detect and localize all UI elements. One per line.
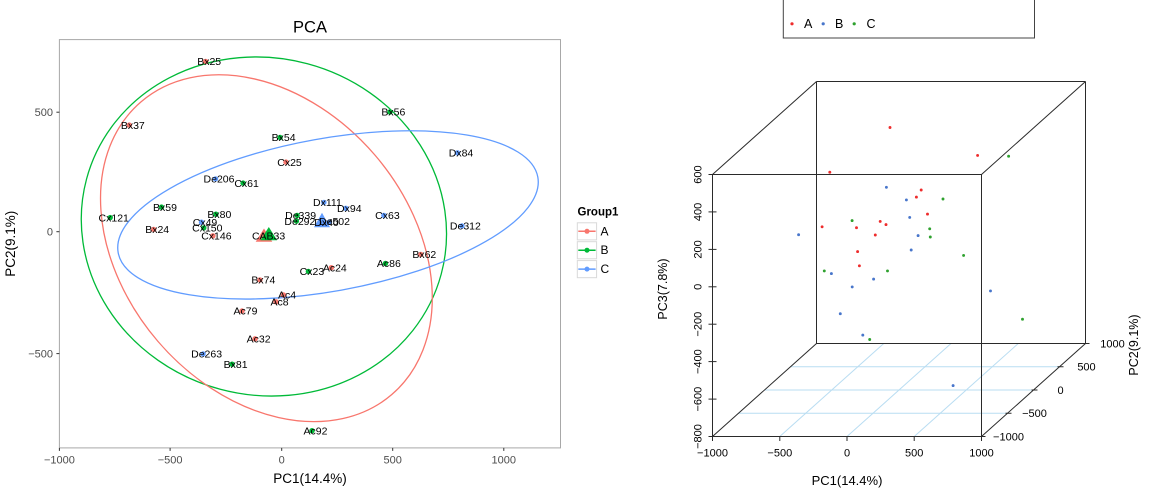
svg-text:−1000: −1000 bbox=[993, 431, 1024, 443]
svg-text:Bx54: Bx54 bbox=[272, 132, 296, 144]
svg-text:1000: 1000 bbox=[492, 455, 516, 467]
svg-text:A: A bbox=[601, 224, 609, 238]
svg-text:Ac92: Ac92 bbox=[304, 425, 328, 437]
svg-text:Bx62: Bx62 bbox=[412, 249, 436, 261]
svg-text:C: C bbox=[867, 17, 876, 31]
svg-text:−500: −500 bbox=[158, 455, 183, 467]
svg-text:PC2(9.1%): PC2(9.1%) bbox=[1127, 314, 1141, 375]
svg-text:Bx81: Bx81 bbox=[224, 359, 248, 371]
svg-text:Ac32: Ac32 bbox=[247, 334, 271, 346]
svg-text:500: 500 bbox=[35, 107, 53, 119]
svg-text:Cx121: Cx121 bbox=[99, 212, 130, 224]
svg-text:Ac8: Ac8 bbox=[270, 297, 288, 309]
svg-text:−1000: −1000 bbox=[697, 448, 728, 460]
svg-text:C: C bbox=[601, 262, 610, 276]
svg-text:Cx146: Cx146 bbox=[201, 231, 232, 243]
svg-text:PC2(9.1%): PC2(9.1%) bbox=[3, 211, 18, 277]
svg-text:PCA: PCA bbox=[293, 19, 327, 37]
svg-text:500: 500 bbox=[384, 455, 402, 467]
svg-text:Ac86: Ac86 bbox=[377, 258, 401, 270]
svg-text:Dx111: Dx111 bbox=[313, 197, 342, 209]
svg-text:0: 0 bbox=[279, 455, 285, 467]
svg-text:0: 0 bbox=[844, 448, 850, 460]
svg-text:1000: 1000 bbox=[969, 448, 993, 460]
svg-text:0: 0 bbox=[1057, 385, 1063, 397]
svg-text:−200: −200 bbox=[693, 312, 705, 337]
svg-text:Dx40: Dx40 bbox=[314, 217, 339, 229]
svg-text:Cx63: Cx63 bbox=[375, 210, 400, 222]
svg-text:−1000: −1000 bbox=[44, 455, 75, 467]
svg-text:Bx59: Bx59 bbox=[153, 202, 177, 214]
svg-text:600: 600 bbox=[693, 165, 705, 183]
svg-text:Bx25: Bx25 bbox=[197, 56, 221, 68]
svg-text:CAB33: CAB33 bbox=[252, 230, 285, 242]
svg-text:200: 200 bbox=[693, 240, 705, 258]
svg-text:Ac24: Ac24 bbox=[323, 262, 347, 274]
svg-text:−500: −500 bbox=[767, 448, 792, 460]
svg-text:Ac4: Ac4 bbox=[278, 290, 296, 302]
svg-text:PC1(14.4%): PC1(14.4%) bbox=[273, 471, 347, 486]
svg-text:Bx37: Bx37 bbox=[121, 120, 145, 132]
svg-text:500: 500 bbox=[1077, 362, 1095, 374]
svg-text:De263: De263 bbox=[191, 349, 222, 361]
svg-text:De312: De312 bbox=[450, 221, 481, 233]
svg-text:PC3(7.8%): PC3(7.8%) bbox=[656, 258, 670, 319]
svg-text:Cx23: Cx23 bbox=[300, 266, 325, 278]
svg-text:Bx74: Bx74 bbox=[251, 275, 275, 287]
svg-text:−500: −500 bbox=[28, 349, 53, 361]
svg-text:Bx56: Bx56 bbox=[381, 107, 405, 119]
svg-text:Bx24: Bx24 bbox=[145, 224, 169, 236]
svg-text:De292: De292 bbox=[284, 216, 315, 228]
svg-text:De339: De339 bbox=[285, 210, 316, 222]
svg-text:A: A bbox=[804, 17, 813, 31]
svg-text:Cx25: Cx25 bbox=[277, 157, 302, 169]
svg-text:0: 0 bbox=[47, 227, 53, 239]
svg-text:Cx61: Cx61 bbox=[234, 178, 259, 190]
svg-text:500: 500 bbox=[905, 448, 923, 460]
svg-text:Cx49: Cx49 bbox=[193, 217, 218, 229]
svg-text:Bx80: Bx80 bbox=[207, 209, 231, 221]
svg-text:−500: −500 bbox=[1022, 408, 1047, 420]
svg-text:De502: De502 bbox=[319, 216, 350, 228]
svg-text:1000: 1000 bbox=[1100, 338, 1124, 350]
svg-text:B: B bbox=[835, 17, 843, 31]
svg-text:Ac79: Ac79 bbox=[234, 306, 258, 318]
svg-text:−400: −400 bbox=[693, 349, 705, 374]
svg-text:PC1(14.4%): PC1(14.4%) bbox=[812, 473, 883, 488]
svg-text:−600: −600 bbox=[693, 387, 705, 412]
svg-text:400: 400 bbox=[693, 203, 705, 221]
svg-text:B: B bbox=[601, 243, 609, 257]
svg-text:Dx84: Dx84 bbox=[449, 148, 474, 160]
svg-text:Dx94: Dx94 bbox=[337, 203, 362, 215]
svg-text:−800: −800 bbox=[693, 424, 705, 449]
svg-text:De206: De206 bbox=[204, 174, 235, 186]
svg-text:Cx150: Cx150 bbox=[192, 223, 223, 235]
svg-text:0: 0 bbox=[693, 284, 705, 290]
svg-text:Group1: Group1 bbox=[578, 207, 619, 219]
